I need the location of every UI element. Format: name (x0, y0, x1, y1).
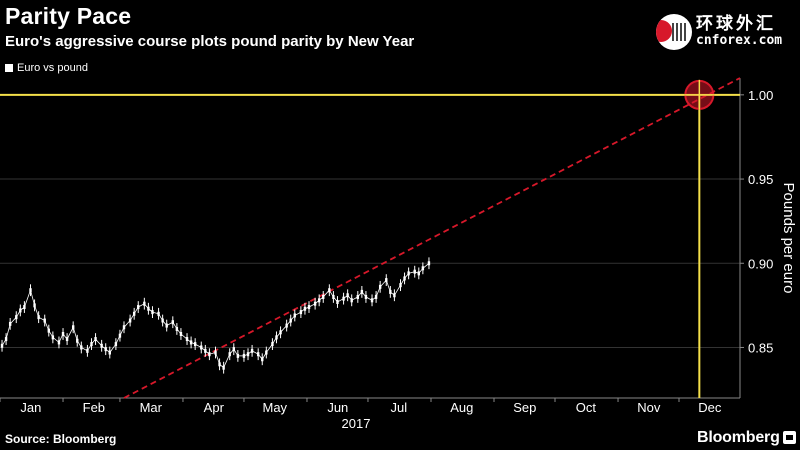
cnforex-logo: 环球外汇 cnforex.com (656, 14, 782, 50)
y-tick-label: 1.00 (748, 88, 773, 103)
x-tick-label: Apr (204, 400, 225, 415)
source-note: Source: Bloomberg (5, 432, 117, 446)
x-tick-label: Jul (390, 400, 407, 415)
bloomberg-brand: Bloomberg (697, 429, 780, 446)
chart-title: Parity Pace (5, 3, 132, 29)
x-tick-label: Mar (140, 400, 163, 415)
x-tick-label: Oct (576, 400, 597, 415)
price-line (1, 262, 430, 369)
grid-layer (0, 94, 740, 348)
y-tick-label: 0.95 (748, 172, 773, 187)
y-tick-label: 0.85 (748, 340, 773, 355)
bloomberg-mark-icon (783, 431, 796, 444)
x-tick-label: May (263, 400, 288, 415)
trend-line (123, 77, 741, 399)
legend-swatch (5, 64, 13, 72)
legend-label: Euro vs pound (17, 62, 88, 74)
x-tick-label: Jun (327, 400, 348, 415)
series-layer (0, 77, 741, 399)
y-axis-title: Pounds per euro (780, 183, 797, 294)
x-year-label: 2017 (342, 416, 371, 431)
annotation-layer (0, 79, 740, 398)
x-tick-label: Nov (637, 400, 661, 415)
logo-english-text: cnforex.com (696, 33, 783, 49)
x-tick-label: Feb (83, 400, 105, 415)
cnforex-logo-icon (656, 14, 692, 50)
legend: Euro vs pound (5, 62, 88, 74)
chart-subtitle: Euro's aggressive course plots pound par… (5, 33, 415, 50)
x-tick-label: Dec (698, 400, 722, 415)
axis-layer: 0.85 0.90 0.95 1.00 Jan Feb Mar Apr May Jun Jul Aug… (0, 78, 797, 431)
x-tick-label: Jan (20, 400, 41, 415)
x-tick-label: Aug (450, 400, 473, 415)
x-tick-label: Sep (513, 400, 536, 415)
logo-chinese-text: 环球外汇 (696, 14, 776, 35)
y-tick-label: 0.90 (748, 256, 773, 271)
